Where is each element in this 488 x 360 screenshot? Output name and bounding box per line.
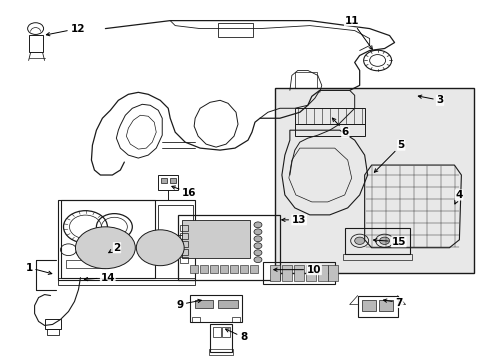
Bar: [170, 178, 176, 183]
Bar: [158, 175, 178, 190]
Bar: [178, 215, 279, 280]
Text: 4: 4: [454, 190, 462, 204]
Bar: [317, 265, 327, 280]
Bar: [361, 300, 375, 311]
Circle shape: [354, 237, 364, 244]
Bar: [232, 318, 240, 323]
Circle shape: [253, 257, 262, 263]
Bar: [229, 265, 238, 273]
Text: 13: 13: [281, 215, 306, 225]
Bar: [190, 265, 198, 273]
Text: 3: 3: [417, 95, 443, 105]
Bar: [46, 329, 59, 336]
Bar: [220, 265, 227, 273]
Bar: [61, 200, 155, 278]
Bar: [222, 328, 229, 337]
Circle shape: [253, 236, 262, 242]
Text: 16: 16: [171, 186, 196, 198]
Bar: [249, 265, 258, 273]
Bar: [180, 241, 188, 247]
Circle shape: [253, 250, 262, 256]
Bar: [240, 265, 247, 273]
Bar: [210, 265, 218, 273]
Bar: [180, 225, 188, 231]
Text: 9: 9: [176, 299, 201, 310]
Bar: [263, 262, 334, 284]
Ellipse shape: [75, 227, 135, 269]
Bar: [65, 260, 105, 268]
Bar: [294, 124, 364, 136]
Bar: [209, 349, 233, 355]
Circle shape: [253, 222, 262, 228]
Bar: [182, 220, 249, 258]
Bar: [281, 265, 291, 280]
Bar: [378, 300, 392, 311]
Text: 14: 14: [84, 273, 115, 283]
Text: 12: 12: [46, 24, 85, 36]
Text: 6: 6: [332, 118, 348, 137]
Bar: [294, 72, 316, 88]
Bar: [29, 35, 42, 53]
Bar: [218, 300, 238, 307]
Bar: [195, 300, 213, 307]
Bar: [294, 108, 364, 124]
Text: 8: 8: [225, 329, 247, 342]
Text: 7: 7: [383, 297, 402, 307]
Bar: [305, 265, 315, 280]
Bar: [190, 294, 242, 323]
Bar: [210, 324, 232, 352]
Bar: [180, 249, 188, 255]
Bar: [342, 254, 411, 260]
Text: 11: 11: [344, 15, 371, 49]
Text: 5: 5: [374, 140, 404, 172]
Bar: [218, 23, 252, 37]
Bar: [58, 200, 195, 280]
Text: 1: 1: [25, 263, 52, 274]
Circle shape: [253, 229, 262, 235]
Ellipse shape: [136, 230, 184, 266]
Bar: [269, 265, 279, 280]
Bar: [158, 205, 193, 235]
Bar: [327, 265, 337, 280]
Bar: [357, 296, 397, 318]
Bar: [274, 88, 473, 273]
Bar: [200, 265, 208, 273]
Bar: [293, 265, 303, 280]
Bar: [213, 328, 221, 337]
Text: 2: 2: [108, 243, 121, 253]
Bar: [180, 233, 188, 239]
Bar: [180, 257, 188, 263]
Circle shape: [379, 237, 389, 244]
Text: 15: 15: [373, 237, 405, 247]
Bar: [44, 319, 61, 329]
Bar: [161, 178, 167, 183]
Circle shape: [253, 243, 262, 249]
Bar: [192, 318, 200, 323]
Text: 10: 10: [273, 265, 321, 275]
Bar: [344, 228, 408, 254]
